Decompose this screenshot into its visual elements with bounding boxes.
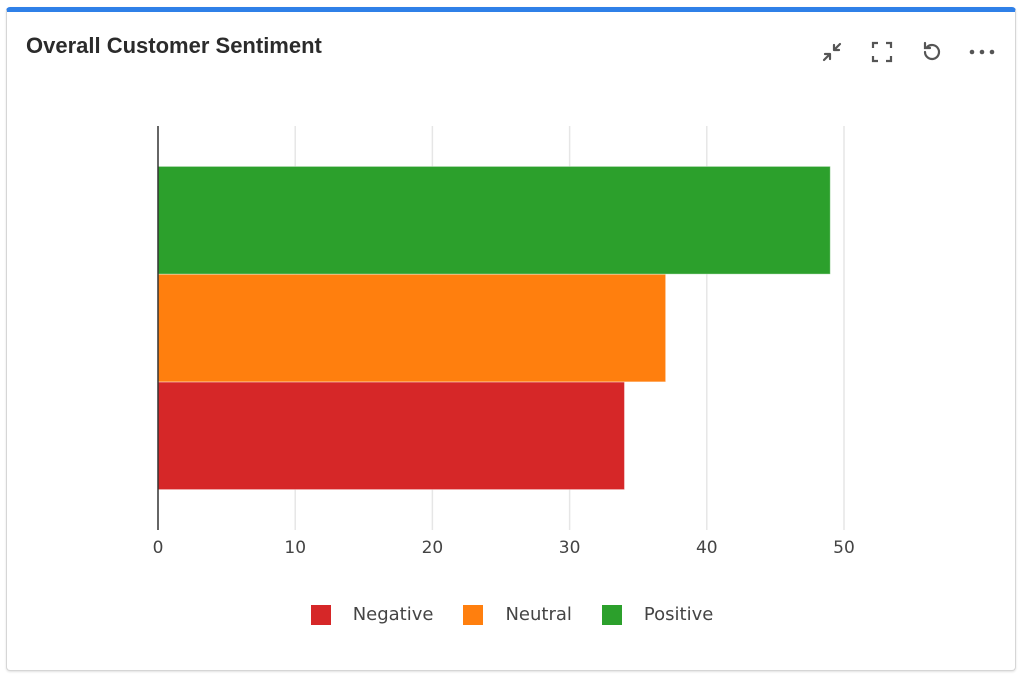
legend-item-positive[interactable]: Positive — [601, 604, 714, 625]
bar-neutral — [157, 273, 667, 383]
collapse-button[interactable] — [818, 38, 846, 66]
legend-item-negative[interactable]: Negative — [310, 604, 434, 625]
x-tick-label: 20 — [422, 538, 444, 558]
legend-label: Neutral — [505, 604, 572, 625]
legend-swatch — [463, 604, 484, 625]
bar-negative — [157, 381, 625, 491]
card-toolbar — [818, 38, 996, 66]
legend-swatch — [310, 604, 331, 625]
collapse-icon — [822, 42, 842, 62]
more-options-button[interactable] — [968, 38, 996, 66]
x-tick-label: 0 — [153, 538, 164, 558]
chart-legend: Negative Neutral Positive — [0, 604, 1024, 625]
x-tick-label: 30 — [559, 538, 581, 558]
card-title: Overall Customer Sentiment — [26, 33, 322, 58]
more-options-icon — [969, 49, 995, 55]
x-tick-label: 50 — [833, 538, 855, 558]
legend-label: Negative — [352, 604, 434, 625]
x-tick-label: 10 — [284, 538, 306, 558]
refresh-button[interactable] — [918, 38, 946, 66]
fullscreen-icon — [871, 41, 893, 63]
legend-item-neutral[interactable]: Neutral — [463, 604, 572, 625]
bar-positive — [157, 165, 831, 275]
refresh-icon — [923, 41, 941, 61]
x-tick-label: 40 — [696, 538, 718, 558]
legend-swatch — [601, 604, 622, 625]
legend-label: Positive — [643, 604, 714, 625]
fullscreen-button[interactable] — [868, 38, 896, 66]
bar-chart: 0 10 20 30 40 50 — [153, 126, 855, 558]
